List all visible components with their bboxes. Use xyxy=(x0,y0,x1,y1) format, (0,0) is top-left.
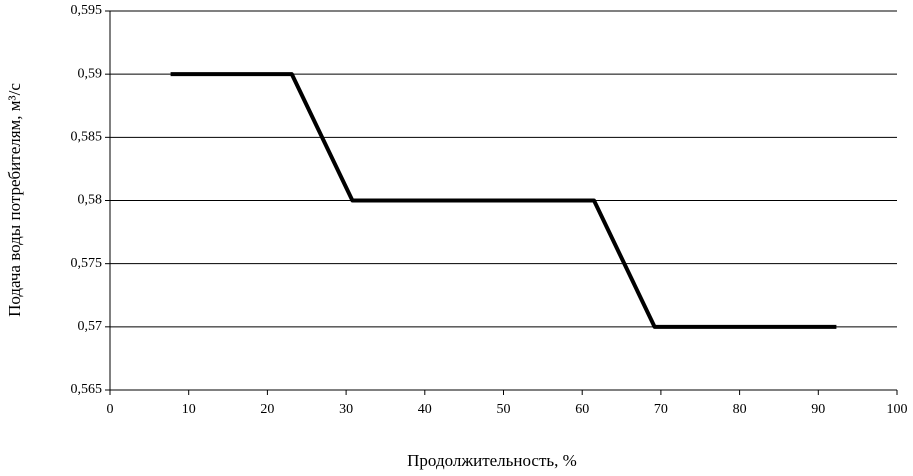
y-tick-label: 0,585 xyxy=(71,130,103,145)
x-tick-label: 70 xyxy=(654,402,668,417)
x-tick-label: 80 xyxy=(733,402,747,417)
y-tick-label: 0,565 xyxy=(71,382,103,397)
y-tick-label: 0,595 xyxy=(71,3,103,18)
x-tick-label: 20 xyxy=(260,402,274,417)
y-tick-label: 0,575 xyxy=(71,256,103,271)
x-tick-label: 60 xyxy=(575,402,589,417)
y-tick-label: 0,59 xyxy=(78,66,103,81)
y-axis-label: Подача воды потребителям, м³/с xyxy=(5,83,24,317)
y-tick-label: 0,57 xyxy=(78,319,103,334)
x-tick-label: 50 xyxy=(497,402,511,417)
y-tick-label: 0,58 xyxy=(78,193,103,208)
x-tick-label: 0 xyxy=(107,402,114,417)
x-axis-label: Продолжительность, % xyxy=(407,451,577,470)
x-tick-label: 30 xyxy=(339,402,353,417)
x-tick-label: 10 xyxy=(182,402,196,417)
data-line xyxy=(170,72,837,329)
x-tick-label: 100 xyxy=(887,402,908,417)
x-tick-label: 90 xyxy=(811,402,825,417)
x-tick-label: 40 xyxy=(418,402,432,417)
